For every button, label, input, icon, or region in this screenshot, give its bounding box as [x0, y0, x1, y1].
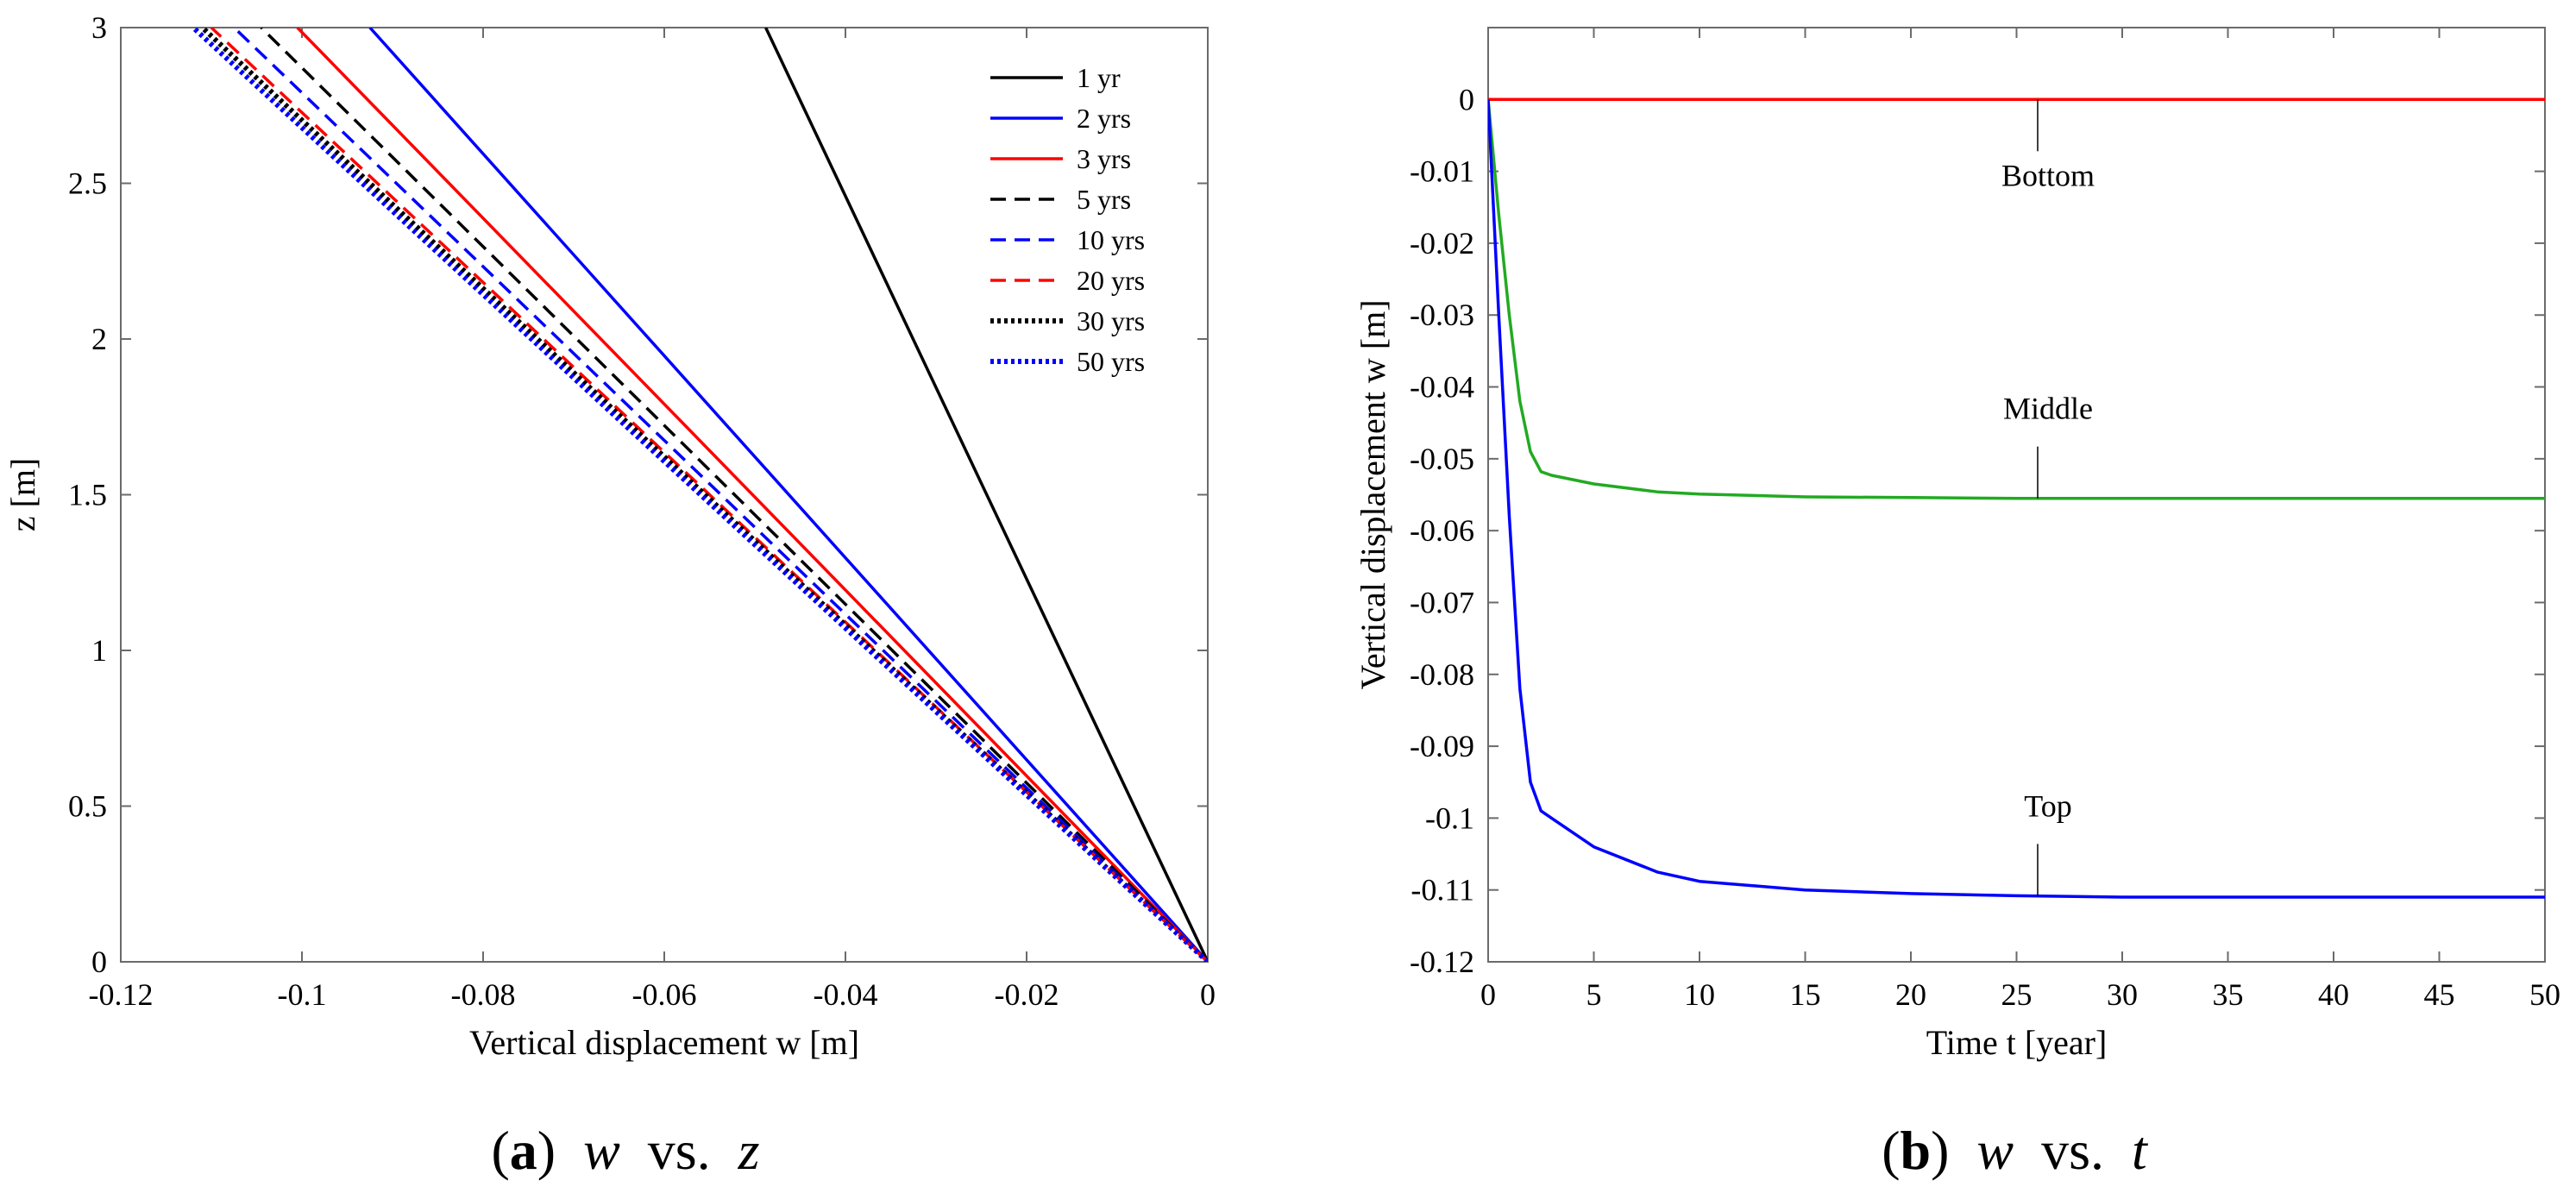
panel-a-caption-vs: vs.	[648, 1120, 711, 1181]
x-tick-label: 45	[2424, 977, 2455, 1012]
y-tick-label: -0.08	[1410, 657, 1474, 692]
panel-a-y-axis-label: z [m]	[3, 458, 42, 532]
panel-a-legend: 1 yr 2 yrs 3 yrs 5 yrs 10 yrs 20 yrs 30 yrs 50 …	[990, 62, 1145, 377]
panel-b-caption-var1: w	[1976, 1120, 2014, 1181]
x-tick-label: -0.04	[814, 977, 878, 1012]
y-tick-label: 1.5	[68, 478, 107, 512]
y-tick-label: -0.01	[1410, 154, 1474, 189]
x-tick-label: 40	[2318, 977, 2349, 1012]
panel-b-caption-close: )	[1931, 1120, 1949, 1181]
panel-a-caption-var1: w	[583, 1120, 620, 1181]
series-line-10-yrs	[233, 28, 1208, 962]
legend-label: 10 yrs	[1077, 224, 1145, 255]
y-tick-label: -0.03	[1410, 298, 1474, 332]
panel-b-x-axis-label: Time t [year]	[1926, 1023, 2108, 1062]
y-tick-label: -0.02	[1410, 226, 1474, 261]
x-tick-label: 0	[1480, 977, 1496, 1012]
annotation-label: Middle	[2003, 392, 2093, 426]
series-line-2-yrs	[368, 28, 1208, 962]
x-tick-label: -0.02	[995, 977, 1059, 1012]
panel-a-caption-var2: z	[738, 1120, 760, 1181]
panel-a-caption: (a) w vs. z	[491, 1120, 759, 1181]
y-tick-label: 0	[1459, 82, 1474, 116]
series-line-20-yrs	[210, 28, 1208, 962]
annotation-label: Bottom	[2001, 158, 2095, 192]
x-tick-label: 15	[1790, 977, 1821, 1012]
annotation-label: Top	[2024, 788, 2071, 823]
panel-b-caption-open: (	[1882, 1120, 1900, 1181]
y-tick-label: 3	[91, 10, 107, 45]
series-line-50-yrs	[191, 28, 1208, 962]
x-tick-label: -0.08	[451, 977, 516, 1012]
y-tick-label: 0	[91, 945, 107, 979]
panel-b-y-axis-label: Vertical displacement w [m]	[1354, 299, 1392, 689]
y-tick-label: -0.09	[1410, 729, 1474, 763]
y-tick-label: -0.1	[1425, 801, 1474, 835]
y-tick-label: 2.5	[68, 166, 107, 201]
panel-b-caption-vs: vs.	[2041, 1120, 2104, 1181]
legend-label: 1 yr	[1077, 62, 1121, 93]
y-tick-label: -0.05	[1410, 442, 1474, 476]
y-tick-label: -0.04	[1410, 370, 1474, 405]
panel-a: -0.12 -0.1 -0.08 -0.06 -0.04 -0.02 0 0 0.5 1 1.5 2 2…	[3, 10, 1216, 1181]
legend-label: 50 yrs	[1077, 346, 1145, 377]
panel-b: 0 5 10 15 20 25 30 35 40 45 50 0 -0.01 -0.02 -0.03 -0.0…	[1354, 27, 2560, 1181]
y-tick-label: 0.5	[68, 789, 107, 824]
y-tick-label: -0.11	[1411, 873, 1474, 907]
y-tick-label: -0.07	[1410, 585, 1474, 619]
panel-b-caption-letter: b	[1901, 1120, 1932, 1181]
x-tick-label: 30	[2107, 977, 2138, 1012]
x-tick-label: -0.06	[632, 977, 697, 1012]
panel-a-caption-close: )	[537, 1120, 556, 1181]
series-line-3-yrs	[296, 28, 1208, 962]
panel-b-caption: (b) w vs. t	[1882, 1120, 2149, 1181]
y-tick-label: -0.06	[1410, 513, 1474, 548]
legend-label: 2 yrs	[1077, 103, 1131, 134]
panel-a-series	[191, 28, 1208, 962]
panel-a-caption-open: (	[491, 1120, 509, 1181]
panel-b-annotations: Bottom Middle Top	[2001, 99, 2095, 896]
panel-a-plot-frame	[120, 27, 1209, 963]
series-line-top	[1488, 99, 2545, 899]
x-tick-label: 35	[2213, 977, 2244, 1012]
panel-a-caption-letter: a	[510, 1120, 537, 1181]
panel-a-x-axis-label: Vertical displacement w [m]	[469, 1023, 859, 1062]
legend-label: 20 yrs	[1077, 265, 1145, 296]
series-line-5-yrs	[260, 28, 1208, 962]
series-line-1-yr	[764, 28, 1208, 962]
series-line-middle	[1488, 99, 2545, 500]
x-tick-label: 10	[1684, 977, 1715, 1012]
y-tick-label: -0.12	[1410, 945, 1474, 979]
x-tick-label: -0.12	[89, 977, 154, 1012]
panel-b-caption-var2: t	[2132, 1120, 2149, 1181]
legend-label: 5 yrs	[1077, 184, 1131, 215]
y-tick-label: 1	[91, 633, 107, 668]
x-tick-label: 0	[1200, 977, 1216, 1012]
x-tick-label: 5	[1586, 977, 1602, 1012]
x-tick-label: 50	[2529, 977, 2560, 1012]
x-tick-label: 25	[2001, 977, 2033, 1012]
x-tick-label: -0.1	[278, 977, 327, 1012]
legend-label: 3 yrs	[1077, 143, 1131, 174]
panel-b-ticks: 0 5 10 15 20 25 30 35 40 45 50 0 -0.01 -0.02 -0.03 -0.0…	[1410, 28, 2560, 1012]
panel-a-ticks: -0.12 -0.1 -0.08 -0.06 -0.04 -0.02 0 0 0.5 1 1.5 2 2…	[68, 10, 1216, 1012]
legend-label: 30 yrs	[1077, 305, 1145, 336]
y-tick-label: 2	[91, 322, 107, 356]
panel-b-series	[1488, 97, 2545, 899]
x-tick-label: 20	[1895, 977, 1926, 1012]
